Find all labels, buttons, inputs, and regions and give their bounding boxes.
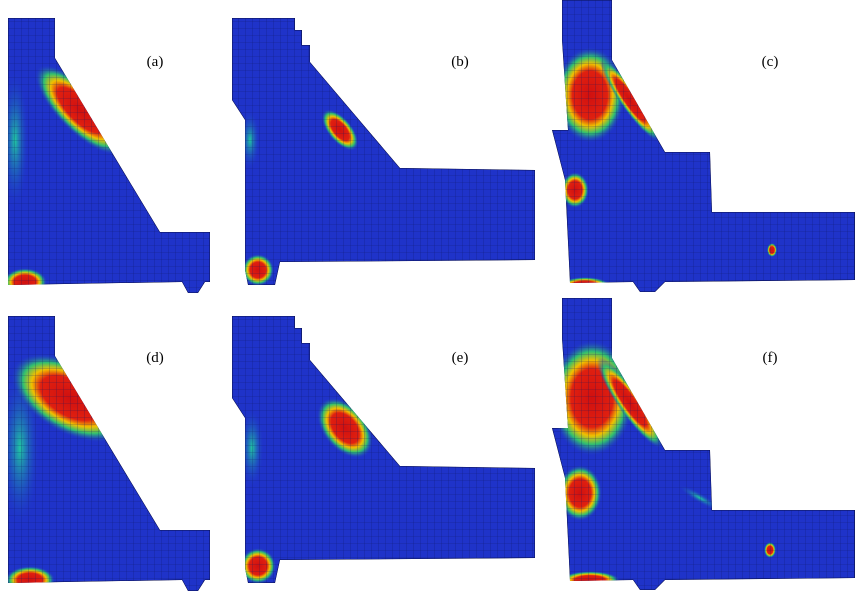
panel-e-plot <box>232 316 535 583</box>
panel-b-plot <box>232 18 535 285</box>
panel-label: (b) <box>451 54 469 70</box>
panel-c-plot <box>552 0 855 292</box>
panel-d-plot <box>8 316 210 591</box>
row-1 <box>8 0 855 293</box>
panel-label: (a) <box>147 54 164 70</box>
panel-label: (e) <box>452 350 469 366</box>
panel-label: (f) <box>763 350 778 366</box>
panel-f-plot <box>552 298 855 590</box>
row-2 <box>8 298 855 591</box>
panel-label: (c) <box>762 54 779 70</box>
panel-a-plot <box>8 18 210 293</box>
panel-label: (d) <box>146 350 164 366</box>
